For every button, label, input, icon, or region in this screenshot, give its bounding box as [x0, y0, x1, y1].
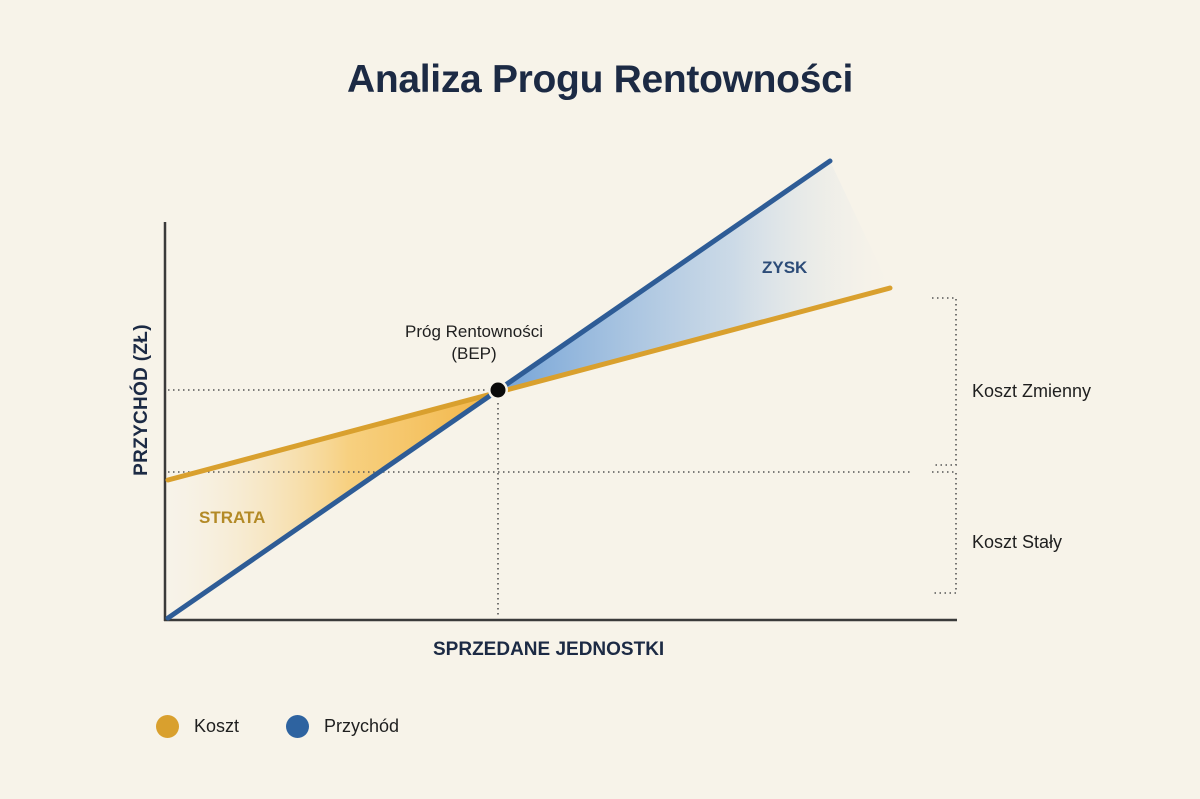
legend: Koszt Przychód: [156, 715, 446, 738]
chart-title: Analiza Progu Rentowności: [346, 58, 854, 101]
legend-item-revenue: Przychód: [286, 715, 399, 738]
profit-region: [498, 161, 890, 390]
legend-label: Koszt: [194, 716, 240, 736]
cost-line: [165, 285, 893, 483]
cost-dot-icon: [156, 715, 179, 738]
variable-cost-label: Koszt Zmienny: [972, 381, 1092, 401]
x-axis-label: SPRZEDANE JEDNOSTKI: [433, 639, 665, 660]
bep-annotation: Próg Rentowności (BEP): [405, 321, 543, 365]
bep-label-line2: (BEP): [451, 344, 497, 363]
bep-label-line1: Próg Rentowności: [405, 322, 543, 341]
legend-label: Przychód: [324, 716, 400, 736]
loss-zone-label: STRATA: [199, 508, 266, 527]
profit-zone-label: ZYSK: [762, 258, 808, 277]
guide-lines: [168, 297, 957, 618]
legend-item-cost: Koszt: [156, 715, 239, 738]
revenue-dot-icon: [286, 715, 310, 738]
fixed-cost-label: Koszt Stały: [972, 532, 1063, 552]
y-axis-label: PRZYCHÓD (ZŁ): [131, 324, 152, 476]
